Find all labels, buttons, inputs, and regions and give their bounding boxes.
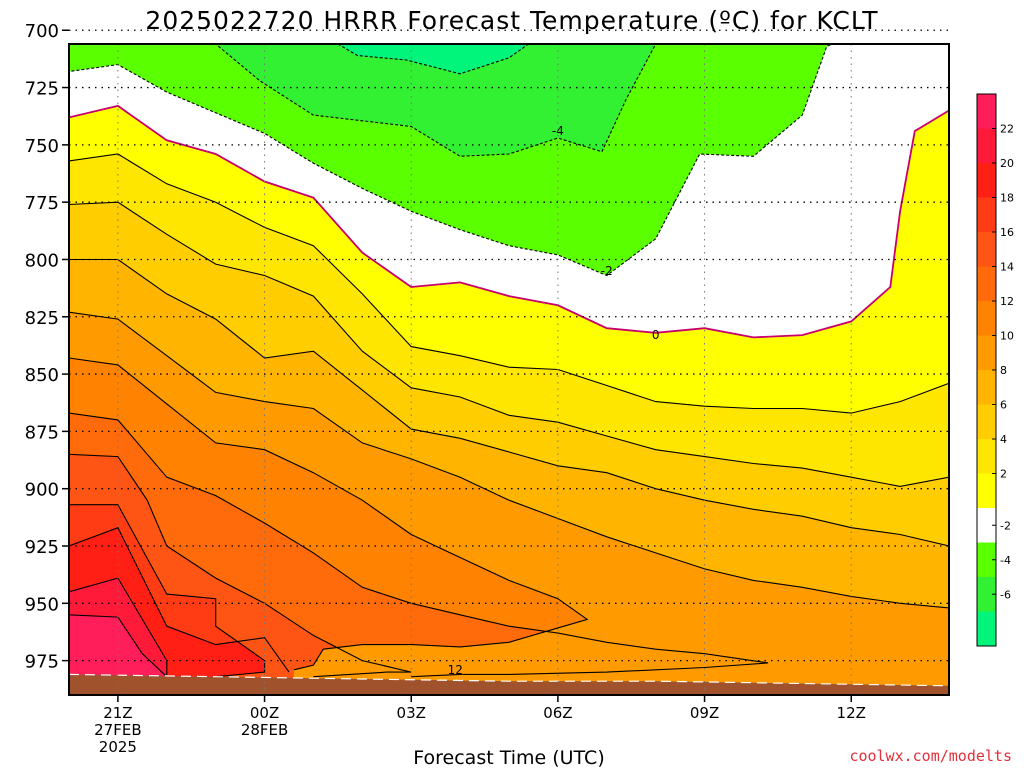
isotherm-10 — [69, 357, 589, 671]
colorbar-label-14: 14 — [1000, 261, 1014, 274]
credit-text: coolwx.com/modelts — [849, 747, 1012, 765]
colorbar-swatch-14 — [977, 232, 996, 267]
colorbar-swatch-10 — [977, 301, 996, 336]
isotherm-18 — [69, 527, 290, 673]
x-tick-label-3-0: 00Z — [250, 704, 279, 722]
colorbar-swatch-18 — [977, 163, 996, 198]
y-tick-label-975: 975 — [25, 652, 59, 673]
y-tick-label-900: 900 — [25, 480, 59, 501]
y-tick-label-925: 925 — [25, 537, 59, 558]
colorbar-label-16: 16 — [1000, 226, 1014, 239]
colorbar-swatch--8 — [977, 611, 996, 647]
y-tick-label-950: 950 — [25, 594, 59, 615]
colorbar-swatch--6 — [977, 577, 996, 612]
contour-label-0: 0 — [652, 328, 660, 342]
isotherm-16 — [69, 504, 266, 678]
colorbar-swatch--2 — [977, 508, 996, 543]
contour-label--2: -2 — [601, 264, 613, 278]
colorbar-label-2: 2 — [1000, 468, 1007, 481]
colorbar-label-18: 18 — [1000, 192, 1014, 205]
colorbar-swatch--4 — [977, 542, 996, 578]
colorbar-label-10: 10 — [1000, 330, 1014, 343]
colorbar-swatch-4 — [977, 404, 996, 440]
colorbar-swatch-20 — [977, 128, 996, 164]
isotherm-8 — [69, 311, 949, 609]
colorbar-swatch-22 — [977, 94, 996, 129]
colorbar-label-12: 12 — [1000, 295, 1014, 308]
contour-label-12: 12 — [448, 663, 463, 677]
y-tick-label-800: 800 — [25, 250, 59, 271]
contour-labels: -4 -2 0 12 — [448, 124, 660, 677]
y-tick-label-750: 750 — [25, 136, 59, 157]
x-tick-label-9-0: 06Z — [543, 704, 572, 722]
colorbar-swatch-16 — [977, 197, 996, 233]
y-tick-label-725: 725 — [25, 79, 59, 100]
x-tick-label-15-0: 12Z — [837, 704, 866, 722]
colorbar-label-20: 20 — [1000, 157, 1014, 170]
band-fill--4 — [69, 44, 949, 276]
colorbar-label-6: 6 — [1000, 399, 1007, 412]
colorbar-label-22: 22 — [1000, 123, 1014, 136]
x-tick-label-0-2: 2025 — [99, 738, 137, 756]
isotherm-2 — [69, 153, 949, 414]
x-tick-label-6-0: 03Z — [397, 704, 426, 722]
y-tick-label-850: 850 — [25, 365, 59, 386]
isotherm-4 — [69, 201, 949, 487]
contour-label--4: -4 — [552, 124, 564, 138]
colorbar-swatch-6 — [977, 370, 996, 405]
colorbar-swatch-0 — [977, 473, 996, 509]
y-tick-label-700: 700 — [25, 21, 59, 42]
colorbar-label--6: -6 — [1000, 588, 1011, 601]
colorbar-label--4: -4 — [1000, 554, 1011, 567]
x-tick-label-0-1: 27FEB — [94, 721, 141, 739]
isotherm-20 — [69, 577, 168, 677]
colorbar-label-4: 4 — [1000, 433, 1007, 446]
colorbar-label-8: 8 — [1000, 364, 1007, 377]
band-fill--8 — [337, 44, 529, 74]
ground-fill — [69, 674, 949, 695]
isotherm-12 — [69, 412, 769, 678]
y-tick-label-875: 875 — [25, 422, 59, 443]
isotherm--6 — [337, 44, 529, 75]
isotherm-22 — [69, 614, 168, 678]
grid-lines — [69, 29, 949, 695]
plot-frame — [68, 43, 950, 696]
x-axis-label: Forecast Time (UTC) — [413, 747, 604, 768]
colorbar-swatch-2 — [977, 439, 996, 474]
x-tick-label-3-1: 28FEB — [241, 721, 288, 739]
colorbar-swatch-8 — [977, 335, 996, 371]
x-tick-label-0-0: 21Z — [103, 704, 132, 722]
y-tick-label-825: 825 — [25, 308, 59, 329]
surface-line — [69, 673, 949, 687]
isotherm-6 — [69, 258, 949, 547]
plot-area — [69, 44, 949, 695]
colorbar-label--2: -2 — [1000, 519, 1011, 532]
colorbar-swatch-12 — [977, 266, 996, 302]
band-fill--6 — [69, 44, 656, 157]
y-axis: 700 725 750 775 800 825 850 875 900 925 950 975 — [25, 21, 69, 673]
x-tick-label-12-0: 09Z — [690, 704, 719, 722]
colorbar-legend: 22 20 18 16 14 12 10 8 6 4 2 -2 -4 -6 — [976, 93, 1014, 647]
y-tick-label-775: 775 — [25, 193, 59, 214]
